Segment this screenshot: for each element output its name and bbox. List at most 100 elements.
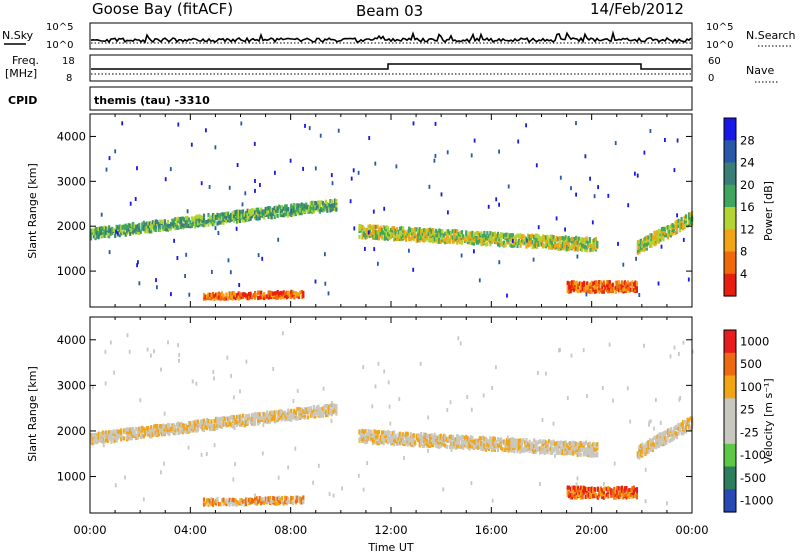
echo-cell xyxy=(629,287,632,292)
echo-cell xyxy=(585,245,588,250)
echo-cell xyxy=(324,409,327,414)
echo-cell xyxy=(208,426,212,432)
echo-cell xyxy=(688,219,691,224)
echo-cell xyxy=(136,230,139,235)
echo-cell xyxy=(575,482,578,487)
echo-cell xyxy=(93,234,96,239)
echo-cell xyxy=(465,230,468,235)
echo-cell xyxy=(287,408,290,413)
echo-cell xyxy=(569,283,572,288)
echo-cell xyxy=(91,230,94,235)
echo-cell xyxy=(151,428,154,433)
echo-cell xyxy=(233,421,236,426)
echo-cell xyxy=(157,425,160,430)
echo-cell xyxy=(480,242,483,247)
echo-cell xyxy=(586,288,589,294)
echo-cell xyxy=(187,427,190,432)
echo-cell xyxy=(675,435,679,440)
echo-cell xyxy=(387,231,390,236)
echo-cell xyxy=(220,498,224,503)
echo-cell xyxy=(275,291,278,296)
echo-cell xyxy=(252,499,255,504)
freq-tick-high: 18 xyxy=(62,56,75,67)
echo-cell xyxy=(368,436,372,441)
echo-cell xyxy=(234,498,237,503)
echo-cell xyxy=(487,234,490,239)
echo-cell xyxy=(109,430,112,435)
echo-cell xyxy=(450,234,453,239)
echo-cell xyxy=(688,426,691,431)
echo-cell xyxy=(438,440,441,445)
echo-cell xyxy=(228,185,231,190)
echo-cell xyxy=(587,486,590,491)
echo-cell xyxy=(659,432,662,437)
echo-cell xyxy=(118,230,121,235)
echo-cell xyxy=(433,435,436,440)
echo-cell xyxy=(314,279,317,284)
echo-cell xyxy=(96,227,99,232)
echo-cell xyxy=(459,230,462,236)
echo-cell xyxy=(230,499,233,504)
velocity-ylabel: Slant Range [km] xyxy=(26,366,39,462)
echo-cell xyxy=(259,183,261,187)
echo-cell xyxy=(645,246,648,251)
nsky-trace xyxy=(90,30,692,44)
echo-cell xyxy=(584,240,587,245)
echo-cell xyxy=(118,224,121,229)
echo-cell xyxy=(527,441,530,446)
echo-cell xyxy=(605,487,608,492)
echo-cell xyxy=(490,443,493,448)
echo-cell xyxy=(276,410,279,416)
echo-cell xyxy=(210,422,213,427)
echo-cell xyxy=(400,229,403,234)
echo-cell xyxy=(300,202,303,207)
echo-cell xyxy=(632,488,635,493)
echo-cell xyxy=(408,226,411,231)
echo-cell xyxy=(216,416,219,421)
echo-cell xyxy=(97,226,100,231)
echo-cell xyxy=(469,435,472,440)
echo-cell xyxy=(397,436,400,441)
echo-cell xyxy=(415,234,418,239)
echo-cell xyxy=(202,502,206,507)
power-echoes xyxy=(90,121,694,302)
echo-cell xyxy=(243,416,246,421)
echo-cell xyxy=(689,220,692,226)
echo-cell xyxy=(513,449,516,454)
echo-cell xyxy=(293,408,296,413)
echo-cell xyxy=(282,331,284,336)
echo-cell xyxy=(584,286,587,291)
echo-cell xyxy=(555,216,558,221)
echo-cell xyxy=(285,496,288,501)
echo-cell xyxy=(282,411,285,416)
echo-cell xyxy=(457,443,460,448)
echo-cell xyxy=(371,433,375,438)
echo-cell xyxy=(331,401,333,405)
echo-cell xyxy=(682,340,685,345)
echo-cell xyxy=(496,443,500,448)
echo-cell xyxy=(501,447,504,452)
echo-cell xyxy=(332,493,335,498)
echo-cell xyxy=(138,281,141,286)
echo-cell xyxy=(536,233,539,238)
echo-cell xyxy=(474,231,477,236)
echo-cell xyxy=(653,435,656,440)
echo-cell xyxy=(563,448,566,453)
echo-cell xyxy=(589,492,592,497)
echo-cell xyxy=(552,447,555,452)
echo-cell xyxy=(266,206,269,211)
echo-cell xyxy=(135,230,138,235)
echo-cell xyxy=(323,408,326,413)
echo-cell xyxy=(583,280,586,285)
echo-cell xyxy=(279,409,282,414)
echo-cell xyxy=(330,408,333,413)
echo-cell xyxy=(677,224,680,229)
echo-cell xyxy=(412,121,415,126)
echo-cell xyxy=(370,432,373,437)
echo-cell xyxy=(669,432,673,437)
echo-cell xyxy=(433,234,436,239)
echo-cell xyxy=(680,225,683,230)
echo-cell xyxy=(90,233,93,238)
echo-cell xyxy=(211,269,213,274)
echo-cell xyxy=(309,406,312,411)
